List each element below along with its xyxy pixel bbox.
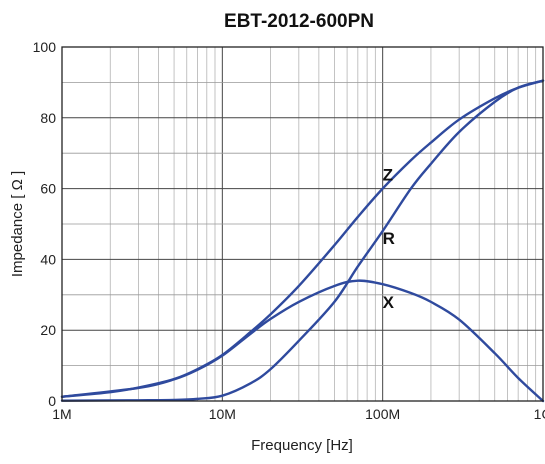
plot-frame xyxy=(61,46,544,402)
y-tick-label: 60 xyxy=(40,181,56,197)
series-line-r xyxy=(60,79,545,402)
series-label-z: Z xyxy=(383,165,393,184)
y-tick-label: 20 xyxy=(40,322,56,338)
series-labels: Z R X xyxy=(383,165,395,311)
x-tick-label: 1G xyxy=(534,406,545,422)
y-tick-label: 0 xyxy=(48,393,56,409)
tick-labels: 1M 10M 100M 1G 0 20 40 60 80 100 xyxy=(33,39,545,422)
series-label-x: X xyxy=(383,293,395,312)
series-line-x xyxy=(60,279,545,403)
y-tick-label: 100 xyxy=(33,39,57,55)
y-axis-label: Impedance [ Ω ] xyxy=(9,171,26,277)
x-axis-label: Frequency [Hz] xyxy=(251,437,353,454)
x-tick-label: 100M xyxy=(365,406,400,422)
series-label-r: R xyxy=(383,229,395,248)
grid xyxy=(61,47,543,401)
y-tick-label: 80 xyxy=(40,110,56,126)
chart-title: EBT-2012-600PN xyxy=(224,11,374,32)
series-lines xyxy=(60,79,545,403)
x-tick-label: 1M xyxy=(52,406,71,422)
x-tick-label: 10M xyxy=(209,406,236,422)
series-line-z xyxy=(60,79,545,398)
y-tick-label: 40 xyxy=(40,251,56,267)
